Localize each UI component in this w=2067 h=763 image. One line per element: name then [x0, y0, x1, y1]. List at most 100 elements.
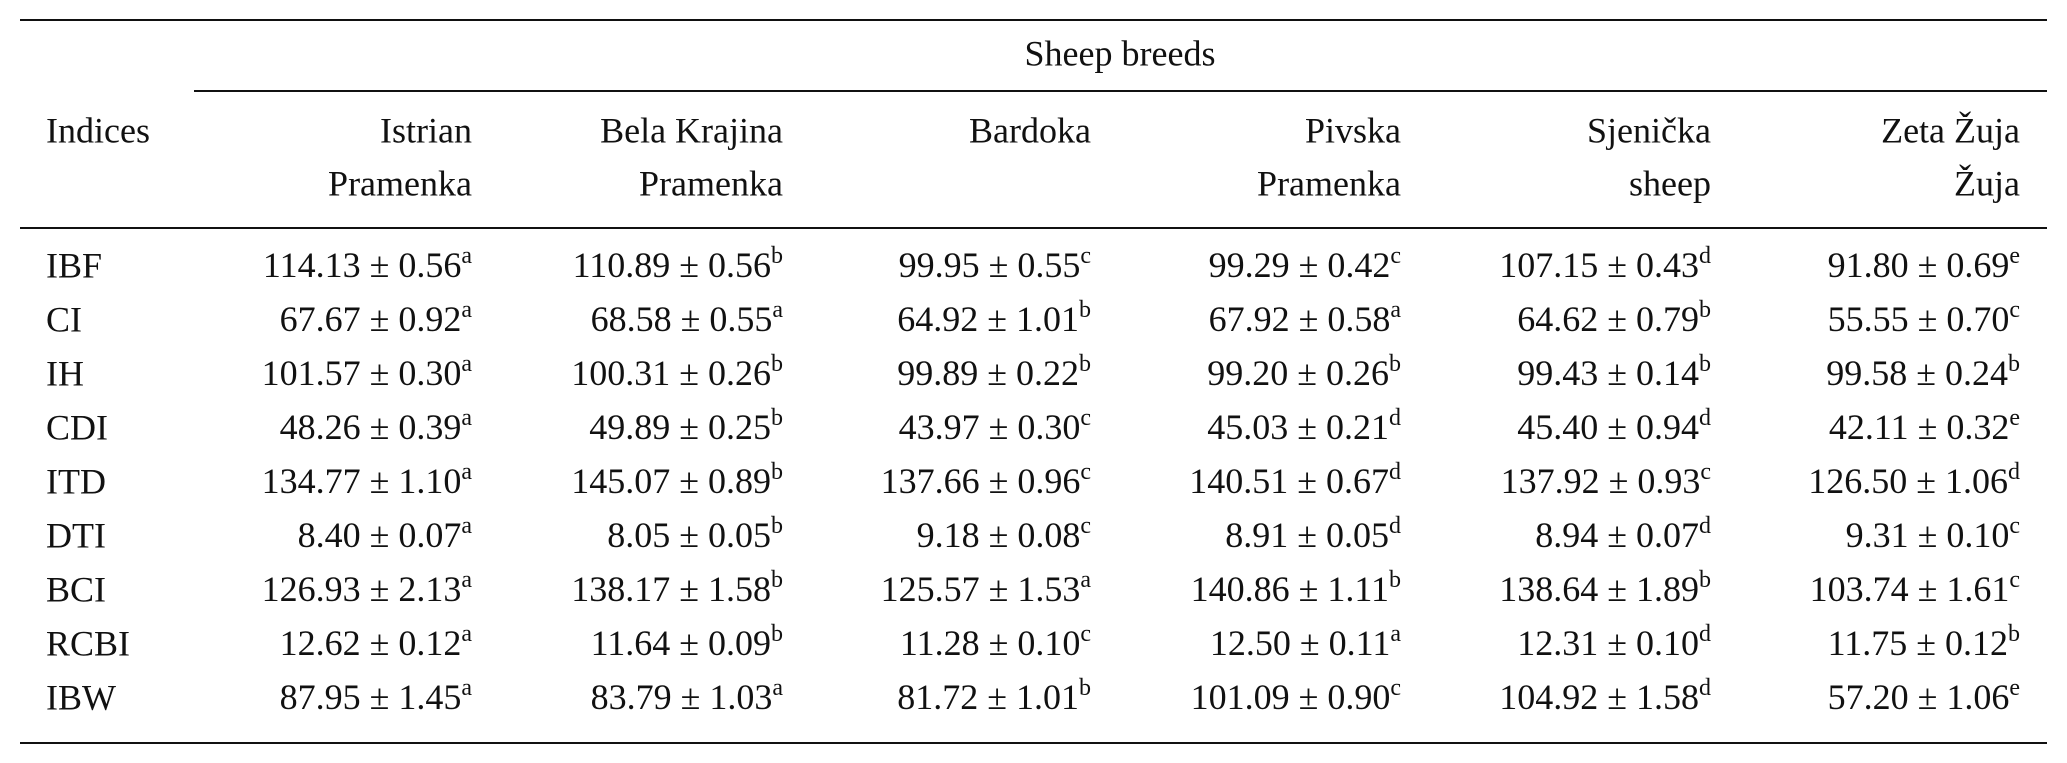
- cell: 9.31 ± 0.10c: [1846, 513, 2020, 556]
- cell: 99.29 ± 0.42c: [1209, 243, 1401, 286]
- cell-value: 55.55 ± 0.70: [1828, 299, 2010, 339]
- cell: 9.18 ± 0.08c: [917, 513, 1091, 556]
- cell-group-letter: e: [2009, 405, 2020, 431]
- cell-value: 87.95 ± 1.45: [280, 677, 462, 717]
- cell-value: 81.72 ± 1.01: [897, 677, 1079, 717]
- cell-value: 140.86 ± 1.11: [1191, 569, 1389, 609]
- cell: 64.92 ± 1.01b: [897, 297, 1091, 340]
- cell-group-letter: b: [771, 459, 783, 485]
- cell-group-letter: b: [1079, 297, 1091, 323]
- cell: 100.31 ± 0.26b: [571, 351, 783, 394]
- cell-group-letter: b: [771, 621, 783, 647]
- cell: 12.62 ± 0.12a: [280, 621, 473, 664]
- cell: 125.57 ± 1.53a: [881, 567, 1092, 610]
- cell-value: 99.20 ± 0.26: [1207, 353, 1389, 393]
- cell: 67.92 ± 0.58a: [1209, 297, 1402, 340]
- row-label: BCI: [46, 569, 106, 609]
- row-label: IH: [46, 353, 84, 393]
- cell: 107.15 ± 0.43d: [1499, 243, 1711, 286]
- column-header: Zeta Žuja: [1881, 110, 2020, 150]
- cell-value: 48.26 ± 0.39: [280, 407, 462, 447]
- cell-group-letter: d: [1389, 513, 1401, 539]
- cell-group-letter: b: [771, 567, 783, 593]
- cell-value: 91.80 ± 0.69: [1828, 245, 2010, 285]
- cell-value: 134.77 ± 1.10: [262, 461, 462, 501]
- cell-value: 83.79 ± 1.03: [591, 677, 773, 717]
- cell: 99.95 ± 0.55c: [899, 243, 1091, 286]
- row-label: CDI: [46, 407, 108, 447]
- cell: 137.92 ± 0.93c: [1501, 459, 1711, 502]
- cell-group-letter: a: [461, 405, 472, 431]
- cell: 42.11 ± 0.32e: [1829, 405, 2020, 448]
- column-header: Sjenička: [1587, 110, 1711, 150]
- cell-group-letter: b: [1079, 675, 1091, 701]
- row-header: Indices: [46, 110, 150, 150]
- cell-value: 125.57 ± 1.53: [881, 569, 1081, 609]
- cell-group-letter: b: [771, 243, 783, 269]
- column-header: Pramenka: [1257, 163, 1401, 203]
- cell-value: 126.50 ± 1.06: [1808, 461, 2008, 501]
- cell-value: 45.03 ± 0.21: [1207, 407, 1389, 447]
- cell-value: 67.92 ± 0.58: [1209, 299, 1391, 339]
- cell-value: 11.64 ± 0.09: [591, 623, 771, 663]
- cell-value: 145.07 ± 0.89: [571, 461, 771, 501]
- cell: 64.62 ± 0.79b: [1517, 297, 1711, 340]
- cell-value: 57.20 ± 1.06: [1828, 677, 2010, 717]
- cell: 137.66 ± 0.96c: [881, 459, 1091, 502]
- cell-value: 8.40 ± 0.07: [298, 515, 462, 555]
- row-label: IBF: [46, 245, 102, 285]
- cell-group-letter: a: [1080, 567, 1091, 593]
- cell: 110.89 ± 0.56b: [573, 243, 783, 286]
- cell-value: 9.31 ± 0.10: [1846, 515, 2010, 555]
- cell: 91.80 ± 0.69e: [1828, 243, 2020, 286]
- column-header: Bela Krajina: [600, 110, 783, 150]
- cell-value: 114.13 ± 0.56: [263, 245, 461, 285]
- cell-group-letter: a: [461, 675, 472, 701]
- row-label: RCBI: [46, 623, 130, 663]
- cell-value: 99.58 ± 0.24: [1826, 353, 2008, 393]
- cell: 101.57 ± 0.30a: [262, 351, 473, 394]
- cell: 99.89 ± 0.22b: [897, 351, 1091, 394]
- cell: 140.86 ± 1.11b: [1191, 567, 1401, 610]
- cell: 8.40 ± 0.07a: [298, 513, 473, 556]
- cell-group-letter: c: [1080, 459, 1091, 485]
- cell-value: 99.95 ± 0.55: [899, 245, 1081, 285]
- cell-group-letter: a: [461, 297, 472, 323]
- cell-value: 101.09 ± 0.90: [1191, 677, 1391, 717]
- cell-group-letter: c: [1700, 459, 1711, 485]
- cell-group-letter: a: [461, 513, 472, 539]
- cell: 45.40 ± 0.94d: [1517, 405, 1711, 448]
- cell-value: 45.40 ± 0.94: [1517, 407, 1699, 447]
- cell-value: 12.50 ± 0.11: [1210, 623, 1390, 663]
- cell-value: 64.92 ± 1.01: [897, 299, 1079, 339]
- cell-value: 137.66 ± 0.96: [881, 461, 1081, 501]
- cell-value: 64.62 ± 0.79: [1517, 299, 1699, 339]
- column-header: Pivska: [1305, 110, 1401, 150]
- cell: 126.93 ± 2.13a: [262, 567, 473, 610]
- cell: 114.13 ± 0.56a: [263, 243, 472, 286]
- cell-value: 42.11 ± 0.32: [1829, 407, 2009, 447]
- cell: 43.97 ± 0.30c: [899, 405, 1091, 448]
- cell-value: 126.93 ± 2.13: [262, 569, 462, 609]
- cell-group-letter: a: [1390, 297, 1401, 323]
- cell-value: 12.31 ± 0.10: [1517, 623, 1699, 663]
- cell-group-letter: a: [461, 459, 472, 485]
- cell: 8.05 ± 0.05b: [607, 513, 783, 556]
- cell-group-letter: d: [1699, 243, 1711, 269]
- cell-value: 140.51 ± 0.67: [1189, 461, 1389, 501]
- column-header: Pramenka: [639, 163, 783, 203]
- cell-value: 43.97 ± 0.30: [899, 407, 1081, 447]
- cell: 11.75 ± 0.12b: [1828, 621, 2020, 664]
- cell-group-letter: b: [1389, 351, 1401, 377]
- cell-value: 100.31 ± 0.26: [571, 353, 771, 393]
- cell: 48.26 ± 0.39a: [280, 405, 473, 448]
- column-header: Žuja: [1954, 163, 2020, 203]
- cell-value: 104.92 ± 1.58: [1499, 677, 1699, 717]
- cell-value: 8.91 ± 0.05: [1225, 515, 1389, 555]
- cell: 49.89 ± 0.25b: [589, 405, 783, 448]
- cell-group-letter: b: [2008, 351, 2020, 377]
- cell: 99.43 ± 0.14b: [1517, 351, 1711, 394]
- cell: 99.58 ± 0.24b: [1826, 351, 2020, 394]
